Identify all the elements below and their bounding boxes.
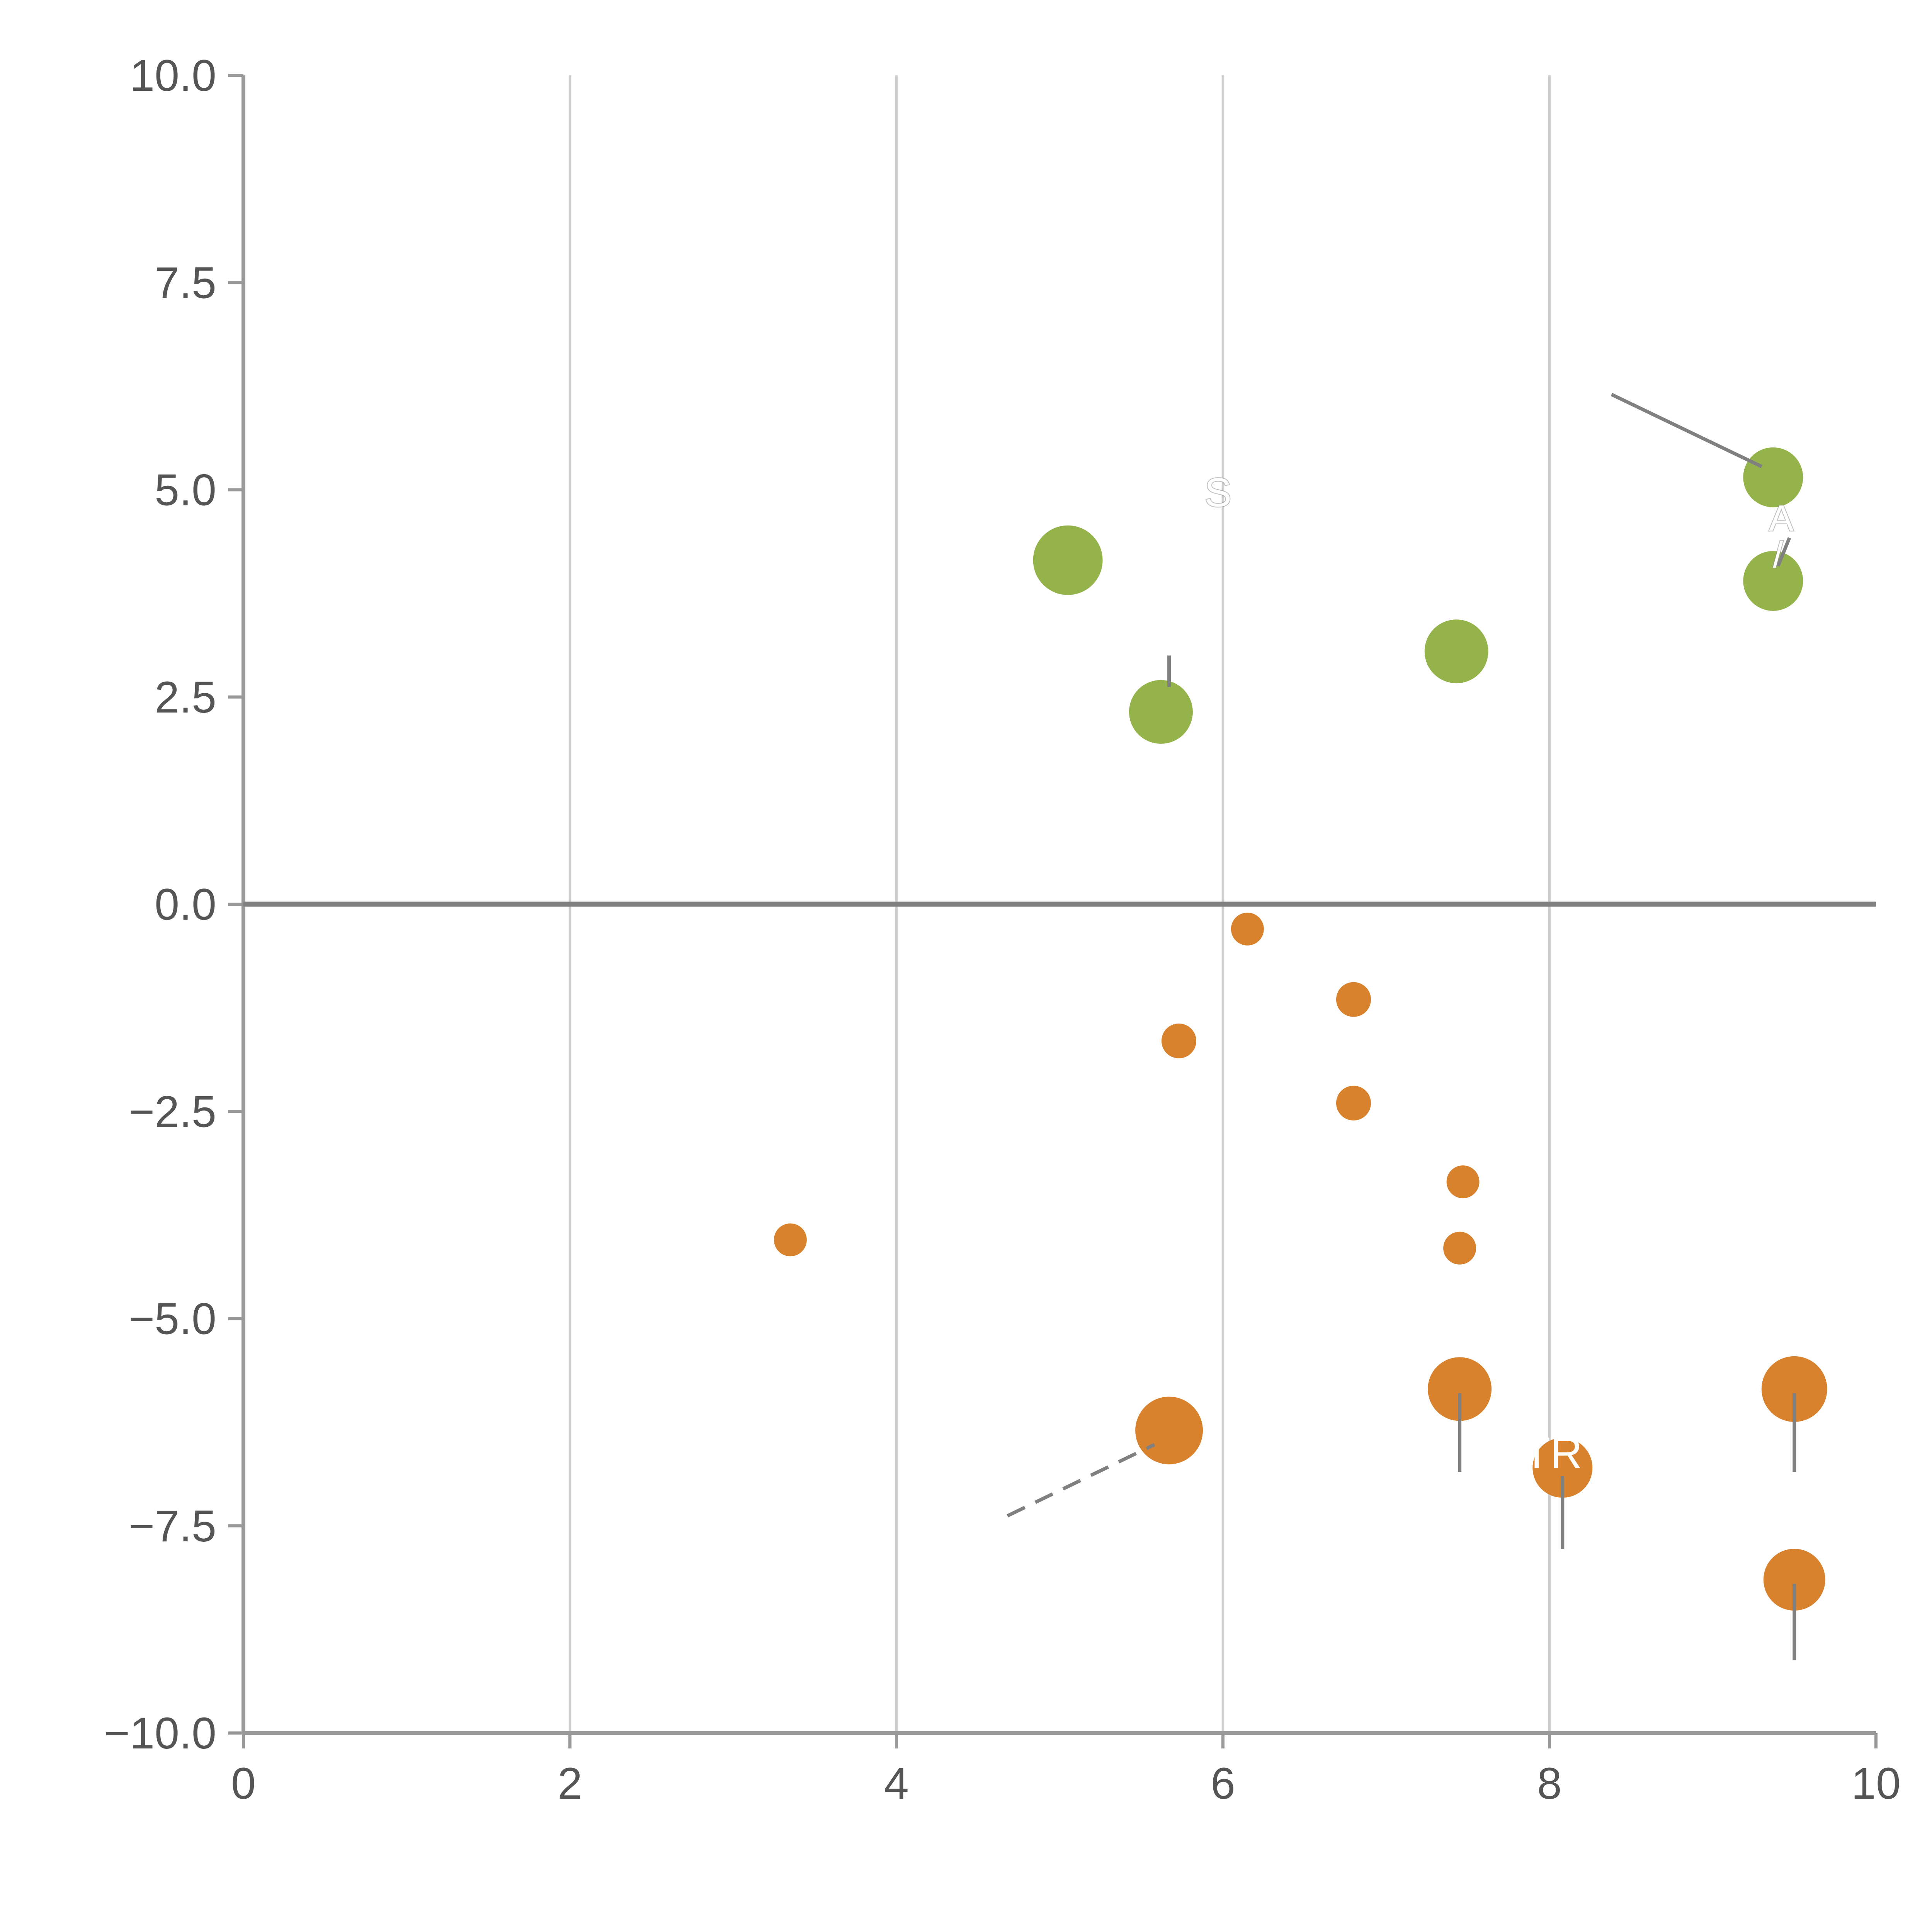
x-tick-label: 8 — [1537, 1759, 1562, 1808]
leader-line — [1611, 393, 1763, 468]
point-label: / — [1773, 534, 1783, 575]
leader-line — [1007, 1443, 1155, 1518]
x-tick-label: 0 — [231, 1759, 256, 1808]
bubble-negative-group — [1336, 982, 1371, 1017]
y-tick-label: −7.5 — [129, 1502, 216, 1551]
bubble-negative-group — [1763, 1549, 1825, 1611]
bubble-negative-group — [1231, 912, 1264, 946]
bubble-positive-group — [1424, 619, 1488, 684]
bubble-positive-group — [1743, 551, 1803, 611]
bubble-negative-group — [1532, 1438, 1593, 1498]
point-label: S — [1204, 470, 1231, 515]
x-tick-label: 4 — [884, 1759, 909, 1808]
bubble-negative-group — [774, 1223, 807, 1257]
bubble-negative-group — [1135, 1396, 1203, 1464]
bubble-negative-group — [1161, 1023, 1196, 1058]
bubble-positive-group — [1129, 680, 1193, 744]
y-tick-label: −10.0 — [104, 1709, 216, 1758]
y-tick-label: 0.0 — [155, 880, 216, 929]
bubble-positive-group — [1743, 447, 1803, 507]
y-tick-label: −2.5 — [129, 1087, 216, 1136]
point-label: A — [1769, 498, 1794, 539]
bubble-negative-group — [1761, 1356, 1827, 1422]
bubble-negative-group — [1336, 1085, 1371, 1121]
bubble-negative-group — [1446, 1165, 1480, 1199]
x-tick-label: 6 — [1211, 1759, 1235, 1808]
bubble-negative-group — [1428, 1357, 1492, 1421]
x-tick-label: 2 — [558, 1759, 582, 1808]
y-tick-label: 5.0 — [155, 466, 216, 515]
point-label: TR — [1523, 1429, 1582, 1478]
y-tick-label: 2.5 — [155, 673, 216, 722]
y-tick-label: −5.0 — [129, 1294, 216, 1344]
y-tick-label: 7.5 — [155, 258, 216, 308]
x-tick-label: 10 — [1851, 1759, 1901, 1808]
bubble-negative-group — [1443, 1231, 1476, 1265]
leader-line — [1776, 537, 1791, 567]
y-tick-label: 10.0 — [130, 51, 216, 100]
bubble-positive-group — [1033, 525, 1103, 595]
